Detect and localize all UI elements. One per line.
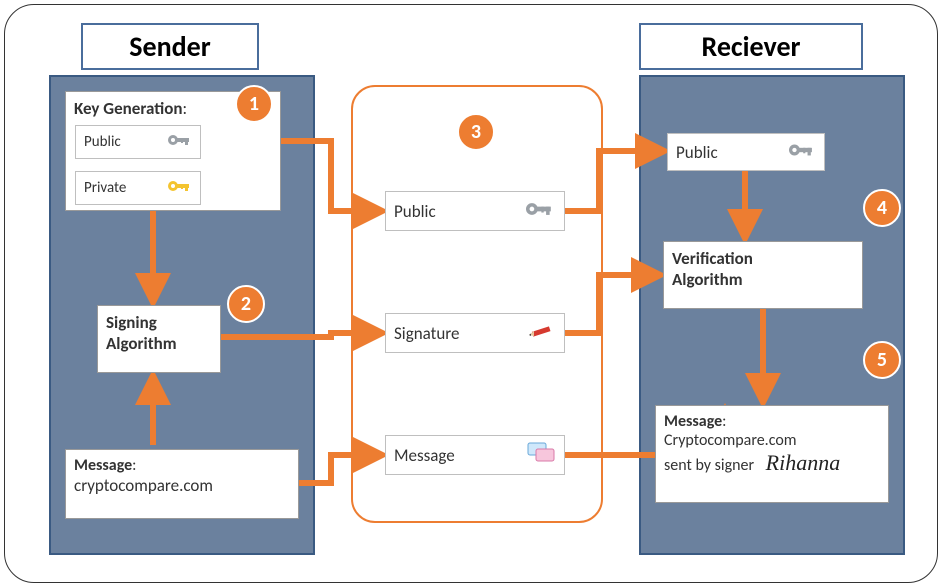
sender-private-box: Private: [75, 171, 201, 205]
key-grey-icon: [522, 196, 556, 227]
receiver-public-label: Public: [676, 142, 718, 163]
badge-5-text: 5: [877, 348, 887, 372]
verify-label-1: Verification: [672, 248, 753, 269]
sender-title-text: Sender: [129, 29, 210, 64]
sender-message-value: cryptocompare.com: [74, 475, 213, 496]
signing-label-2: Algorithm: [106, 333, 177, 354]
badge-1-text: 1: [249, 92, 259, 116]
sender-title: Sender: [81, 23, 259, 70]
receiver-title-text: Reciever: [701, 29, 800, 64]
receiver-public-box: Public: [667, 133, 825, 171]
transit-signature-label: Signature: [394, 323, 459, 344]
badge-4-text: 4: [877, 196, 887, 220]
key-gold-icon: [166, 175, 192, 202]
signature-icon: Rihanna: [766, 450, 841, 475]
step-badge-2: 2: [227, 285, 265, 323]
step-badge-3: 3: [457, 113, 495, 151]
receiver-title: Reciever: [639, 23, 863, 70]
transit-message-box: Message: [385, 435, 565, 475]
transit-signature-box: Signature: [385, 313, 565, 353]
sender-message-label: Message: [74, 456, 132, 475]
sender-private-label: Private: [84, 179, 126, 197]
signing-label-1: Signing: [106, 312, 157, 333]
receiver-result-label: Message: [664, 412, 722, 431]
receiver-result-box: Message: Cryptocompare.com sent by signe…: [655, 405, 889, 503]
diagram-canvas: Sender Reciever Key Generation: Public P…: [4, 4, 938, 583]
sender-public-label: Public: [84, 133, 121, 151]
receiver-result-line1: Cryptocompare.com: [664, 431, 797, 450]
step-badge-4: 4: [863, 189, 901, 227]
transit-public-label: Public: [394, 201, 436, 222]
verify-label-2: Algorithm: [672, 269, 743, 290]
transit-message-label: Message: [394, 445, 455, 466]
keygen-label: Key Generation: [74, 98, 182, 119]
badge-3-text: 3: [471, 120, 481, 144]
transit-public-box: Public: [385, 191, 565, 231]
sender-message-box: Message: cryptocompare.com: [65, 449, 299, 519]
badge-2-text: 2: [241, 292, 251, 316]
verification-box: Verification Algorithm: [663, 241, 863, 309]
key-grey-icon: [166, 129, 192, 156]
receiver-result-line2: sent by signer: [664, 456, 754, 475]
step-badge-1: 1: [235, 85, 273, 123]
key-grey-icon: [786, 138, 816, 167]
step-badge-5: 5: [863, 341, 901, 379]
chat-icon: [526, 441, 556, 470]
sender-public-box: Public: [75, 125, 201, 159]
signing-box: Signing Algorithm: [97, 305, 221, 373]
pencil-icon: [526, 321, 556, 346]
